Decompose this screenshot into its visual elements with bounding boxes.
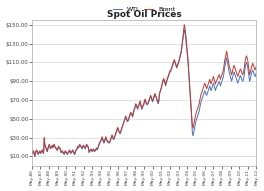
WTI (33, 155, 36, 158)
Brent (199, 96, 202, 98)
Brent (198, 103, 201, 105)
Line: Brent: Brent (32, 25, 256, 155)
Brent (33, 154, 36, 157)
Brent (30, 150, 33, 152)
WTI (183, 28, 186, 31)
WTI (30, 151, 33, 153)
WTI (255, 71, 258, 73)
Brent (226, 57, 229, 59)
Brent (193, 118, 196, 120)
Brent (255, 64, 258, 66)
Brent (109, 139, 112, 142)
WTI (109, 140, 112, 142)
WTI (147, 101, 150, 103)
Title: Spot Oil Prices: Spot Oil Prices (107, 10, 181, 19)
WTI (199, 104, 202, 106)
WTI (198, 110, 201, 112)
Brent (183, 24, 186, 26)
Legend: WTI, Brent: WTI, Brent (111, 6, 177, 13)
Line: WTI: WTI (32, 29, 256, 156)
Brent (147, 100, 150, 102)
WTI (193, 125, 196, 128)
WTI (226, 63, 229, 66)
